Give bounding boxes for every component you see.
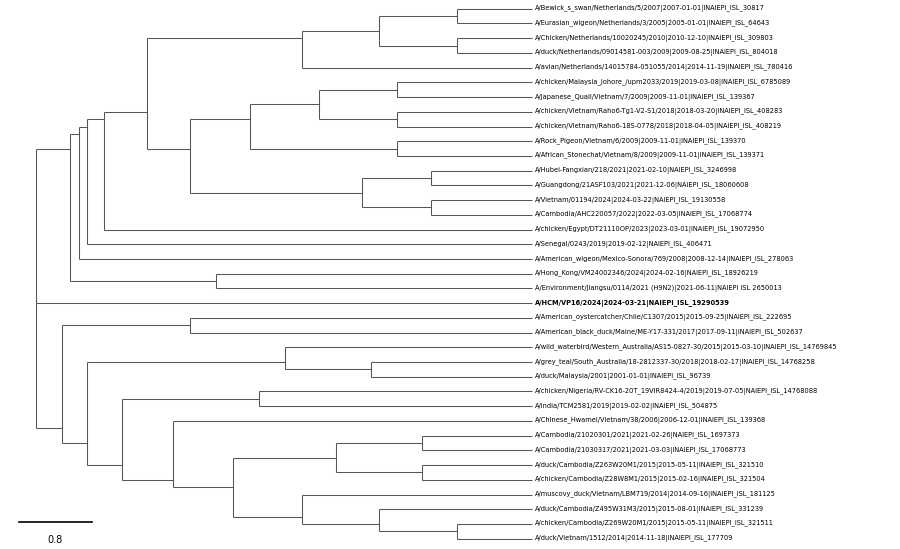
Text: A/India/TCM2581/2019|2019-02-02|INAIEPI_ISL_504875: A/India/TCM2581/2019|2019-02-02|INAIEPI_… (535, 403, 718, 410)
Text: A/HCM/VP16/2024|2024-03-21|NAIEPI_ISL_19290539: A/HCM/VP16/2024|2024-03-21|NAIEPI_ISL_19… (535, 300, 730, 307)
Text: A/muscovy_duck/Vietnam/LBM719/2014|2014-09-16|INAIEPI_ISL_181125: A/muscovy_duck/Vietnam/LBM719/2014|2014-… (535, 491, 776, 498)
Text: A/chicken/Nigeria/RV-CK16-20T_19VIR8424-4/2019|2019-07-05|NAIEPI_ISL_14768088: A/chicken/Nigeria/RV-CK16-20T_19VIR8424-… (535, 388, 818, 395)
Text: A/African_Stonechat/Vietnam/8/2009|2009-11-01|INAIEPI_ISL_139371: A/African_Stonechat/Vietnam/8/2009|2009-… (535, 153, 765, 159)
Text: A/chicken/Cambodia/Z269W20M1/2015|2015-05-11|INAIEPI_ISL_321511: A/chicken/Cambodia/Z269W20M1/2015|2015-0… (535, 520, 774, 528)
Text: A/duck/Vietnam/1512/2014|2014-11-18|INAIEPI_ISL_177709: A/duck/Vietnam/1512/2014|2014-11-18|INAI… (535, 535, 734, 542)
Text: A/Hong_Kong/VM24002346/2024|2024-02-16|NAIEPI_ISL_18926219: A/Hong_Kong/VM24002346/2024|2024-02-16|N… (535, 270, 759, 277)
Text: A/chicken/Egypt/DT21110OP/2023|2023-03-01|INAIEPI_ISL_19072950: A/chicken/Egypt/DT21110OP/2023|2023-03-0… (535, 226, 765, 233)
Text: A/Cambodia/21020301/2021|2021-02-26|NAIEPI_ISL_1697373: A/Cambodia/21020301/2021|2021-02-26|NAIE… (535, 432, 741, 439)
Text: A/wild_waterbird/Western_Australia/AS15-0827-30/2015|2015-03-10|INAIEPI_ISL_1476: A/wild_waterbird/Western_Australia/AS15-… (535, 344, 837, 351)
Text: A/chicken/Vietnam/Raho6-18S-0778/2018|2018-04-05|INAIEPI_ISL_408219: A/chicken/Vietnam/Raho6-18S-0778/2018|20… (535, 123, 782, 130)
Text: A/Rock_Pigeon/Vietnam/6/2009|2009-11-01|INAIEPI_ISL_139370: A/Rock_Pigeon/Vietnam/6/2009|2009-11-01|… (535, 138, 746, 145)
Text: A/Environment/Jiangsu/0114/2021 (H9N2)|2021-06-11|NAIEPI ISL 2650013: A/Environment/Jiangsu/0114/2021 (H9N2)|2… (535, 285, 781, 292)
Text: A/Cambodia/AHC220057/2022|2022-03-05|INAIEPI_ISL_17068774: A/Cambodia/AHC220057/2022|2022-03-05|INA… (535, 211, 753, 219)
Text: A/Cambodia/21030317/2021|2021-03-03|INAIEPI_ISL_17068773: A/Cambodia/21030317/2021|2021-03-03|INAI… (535, 447, 746, 454)
Text: 0.8: 0.8 (48, 535, 63, 545)
Text: A/chicken/Vietnam/Raho6-Tg1-V2-S1/2018|2018-03-20|INAIEPI_ISL_408283: A/chicken/Vietnam/Raho6-Tg1-V2-S1/2018|2… (535, 108, 783, 115)
Text: A/Chicken/Netherlands/10020245/2010|2010-12-10|INAIEPI_ISL_309803: A/Chicken/Netherlands/10020245/2010|2010… (535, 35, 774, 42)
Text: A/duck/Cambodia/Z495W31M3/2015|2015-08-01|INAIEPI_ISL_331239: A/duck/Cambodia/Z495W31M3/2015|2015-08-0… (535, 506, 764, 513)
Text: A/American_wigeon/Mexico-Sonora/769/2008|2008-12-14|INAIEPI_ISL_278063: A/American_wigeon/Mexico-Sonora/769/2008… (535, 255, 794, 262)
Text: A/duck/Cambodia/Z263W20M1/2015|2015-05-11|INAIEPI_ISL_321510: A/duck/Cambodia/Z263W20M1/2015|2015-05-1… (535, 462, 764, 469)
Text: A/grey_teal/South_Australia/18-2812337-30/2018|2018-02-17|INAIEPI_ISL_14768258: A/grey_teal/South_Australia/18-2812337-3… (535, 358, 815, 366)
Text: A/Hubei-Fangxian/218/2021|2021-02-10|NAIEPI_ISL_3246998: A/Hubei-Fangxian/218/2021|2021-02-10|NAI… (535, 167, 737, 174)
Text: A/Chinese_Hwamei/Vietnam/38/2006|2006-12-01|INAIEPI_ISL_139368: A/Chinese_Hwamei/Vietnam/38/2006|2006-12… (535, 417, 766, 424)
Text: A/duck/Netherlands/09014581-003/2009|2009-08-25|INAIEPI_ISL_804018: A/duck/Netherlands/09014581-003/2009|200… (535, 49, 778, 57)
Text: A/Senegal/0243/2019|2019-02-12|NAIEPI_ISL_406471: A/Senegal/0243/2019|2019-02-12|NAIEPI_IS… (535, 241, 713, 248)
Text: A/Vietnam/01194/2024|2024-03-22|NAIEPI_ISL_19130558: A/Vietnam/01194/2024|2024-03-22|NAIEPI_I… (535, 197, 726, 204)
Text: A/Eurasian_wigeon/Netherlands/3/2005|2005-01-01|INAIEPI_ISL_64643: A/Eurasian_wigeon/Netherlands/3/2005|200… (535, 20, 770, 27)
Text: A/Guangdong/21ASF103/2021|2021-12-06|NAIEPI_ISL_18060608: A/Guangdong/21ASF103/2021|2021-12-06|NAI… (535, 182, 750, 189)
Text: A/avian/Netherlands/14015784-051055/2014|2014-11-19|INAIEPI_ISL_780416: A/avian/Netherlands/14015784-051055/2014… (535, 64, 793, 71)
Text: A/chicken/Cambodia/Z28W8M1/2015|2015-02-16|INAIEPI_ISL_321504: A/chicken/Cambodia/Z28W8M1/2015|2015-02-… (535, 477, 766, 483)
Text: A/chicken/Malaysia_Johore_/upm2033/2019|2019-03-08|INAIEPI_ISL_6785089: A/chicken/Malaysia_Johore_/upm2033/2019|… (535, 79, 791, 86)
Text: A/American_oystercatcher/Chile/C1307/2015|2015-09-25|INAIEPI_ISL_222695: A/American_oystercatcher/Chile/C1307/201… (535, 315, 792, 321)
Text: A/Japanese_Quail/Vietnam/7/2009|2009-11-01|INAIEPI_ISL_139367: A/Japanese_Quail/Vietnam/7/2009|2009-11-… (535, 93, 755, 100)
Text: A/duck/Malaysia/2001|2001-01-01|INAIEPI_ISL_96739: A/duck/Malaysia/2001|2001-01-01|INAIEPI_… (535, 373, 711, 380)
Text: A/Bewick_s_swan/Netherlands/5/2007|2007-01-01|INAIEPI_ISL_30817: A/Bewick_s_swan/Netherlands/5/2007|2007-… (535, 5, 765, 12)
Text: A/American_black_duck/Maine/ME-Y17-331/2017|2017-09-11|INAIEPI_ISL_502637: A/American_black_duck/Maine/ME-Y17-331/2… (535, 329, 804, 336)
